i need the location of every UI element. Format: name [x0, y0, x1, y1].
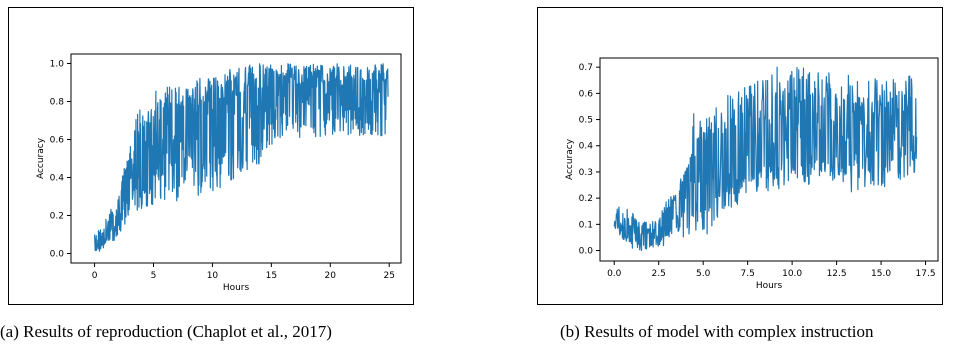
chart-a: 0 5 10 15 20 25 0.0 0.2 0.4 0.6 0.8 1.0 Hours Accurac…: [36, 53, 402, 293]
x-tick-label: 10.0: [782, 269, 802, 279]
y-tick-label: 0.2: [50, 212, 64, 222]
caption-a: (a) Results of reproduction (Chaplot et …: [0, 322, 332, 341]
x-tick-label: 25: [383, 271, 394, 281]
axes-box: [599, 57, 939, 262]
y-tick-label: 0.8: [50, 98, 65, 108]
y-tick-label: 0.3: [579, 168, 593, 178]
axes-box: [70, 53, 402, 264]
x-tick-label: 0.0: [607, 269, 622, 279]
y-tick-label: 0.4: [579, 142, 594, 152]
x-tick-label: 10: [207, 271, 219, 281]
y-tick-label: 0.0: [579, 247, 594, 257]
y-tick-label: 0.5: [579, 116, 593, 126]
y-tick-label: 0.2: [579, 194, 593, 204]
x-tick-label: 20: [325, 271, 337, 281]
x-tick-label: 5: [151, 271, 157, 281]
x-axis-label: Hours: [756, 281, 783, 291]
x-tick-label: 2.5: [652, 269, 666, 279]
x-axis-label: Hours: [223, 283, 250, 293]
accuracy-series-line: [93, 63, 389, 252]
y-tick-label: 0.0: [50, 250, 65, 260]
y-tick-label: 0.6: [50, 136, 65, 146]
x-tick-label: 17.5: [916, 269, 936, 279]
figure-b-frame: 0.0 2.5 5.0 7.5 10.0 12.5 15.0 17.5 0.0 0.1 0.2 0.3…: [537, 7, 943, 305]
chart-b: 0.0 2.5 5.0 7.5 10.0 12.5 15.0 17.5 0.0 0.1 0.2 0.3…: [565, 57, 939, 291]
y-axis-label: Accuracy: [565, 138, 575, 180]
x-tick-label: 5.0: [696, 269, 711, 279]
y-axis-label: Accuracy: [36, 137, 46, 179]
y-tick-label: 1.0: [50, 60, 65, 70]
x-tick-label: 0: [92, 271, 98, 281]
x-tick-label: 15: [266, 271, 277, 281]
x-tick-label: 12.5: [827, 269, 847, 279]
y-tick-label: 0.7: [579, 63, 593, 73]
caption-b: (b) Results of model with complex instru…: [560, 322, 874, 341]
y-tick-label: 0.6: [579, 89, 594, 99]
x-tick-label: 7.5: [740, 269, 754, 279]
y-tick-label: 0.1: [579, 220, 593, 230]
y-tick-label: 0.4: [50, 174, 65, 184]
accuracy-series-line: [613, 66, 918, 252]
figure-a-frame: 0 5 10 15 20 25 0.0 0.2 0.4 0.6 0.8 1.0 Hours Accurac…: [8, 7, 414, 305]
x-tick-label: 15.0: [871, 269, 891, 279]
